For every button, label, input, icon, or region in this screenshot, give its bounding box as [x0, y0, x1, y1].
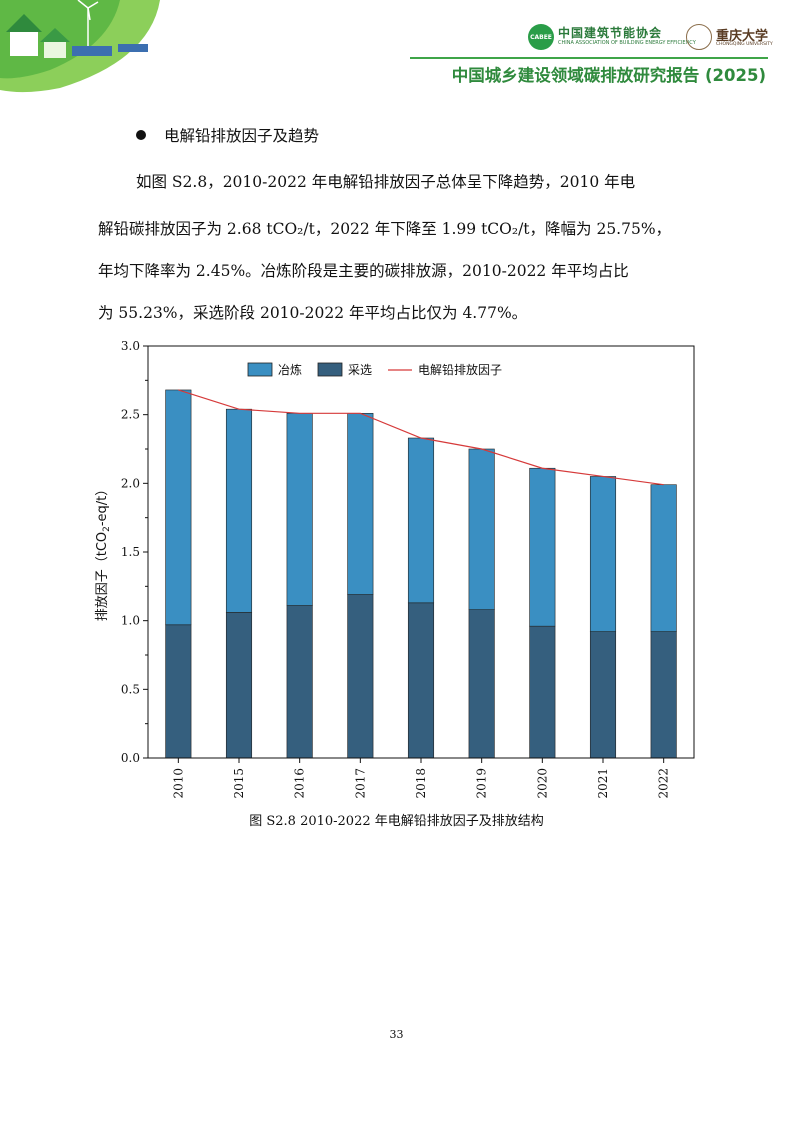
report-title: 中国城乡建设领域碳排放研究报告 (2025) — [451, 66, 766, 85]
y-tick-label: 3.0 — [121, 339, 140, 353]
bar-smelting-2017 — [347, 412, 374, 595]
chart-legend: 冶炼 采选 电解铅排放因子 — [247, 362, 502, 377]
section-heading: 电解铅排放因子及趋势 — [136, 124, 319, 146]
bar-smelting-2015 — [225, 408, 253, 613]
bar-smelting-2020 — [529, 467, 556, 627]
header-logos: CABEE 中国建筑节能协会 CHINA ASSOCIATION OF BUIL… — [528, 22, 773, 54]
plot-frame — [147, 345, 695, 759]
bar-smelting-2019 — [468, 448, 495, 610]
y-tick-label: 1.0 — [121, 614, 140, 628]
paragraph-line-4: 为 55.23%，采选阶段 2010-2022 年平均占比仅为 4.77%。 — [98, 304, 528, 322]
header-decoration — [0, 0, 160, 93]
legend-label-smelting: 冶炼 — [278, 362, 302, 377]
bar-mining-2015 — [225, 612, 253, 759]
bar-mining-2020 — [529, 625, 556, 759]
university-name-en: CHONGQING UNIVERSITY — [716, 42, 773, 47]
emission-factor-chart: 0.0 0.5 1.0 1.5 2.0 2.5 3.0 2010 2015 2016 2017 201… — [95, 339, 695, 799]
university-name: 重庆大学 — [716, 29, 769, 44]
paragraph-line-2: 解铅碳排放因子为 2.68 tCO₂/t，2022 年下降至 1.99 tCO₂… — [98, 220, 672, 238]
legend-swatch-mining — [317, 362, 343, 377]
x-tick-label-2018: 2018 — [414, 768, 428, 799]
bullet-icon — [136, 130, 146, 140]
header-divider — [410, 57, 768, 59]
figure-caption: 图 S2.8 2010-2022 年电解铅排放因子及排放结构 — [249, 814, 544, 829]
legend-label-mining: 采选 — [348, 363, 372, 377]
org-logo-icon: CABEE — [528, 24, 554, 50]
y-tick-label: 0.5 — [121, 682, 140, 696]
bar-smelting-2016 — [286, 412, 313, 606]
x-tick-label-2021: 2021 — [596, 768, 610, 799]
section-heading-text: 电解铅排放因子及趋势 — [164, 127, 320, 145]
x-tick-label-2019: 2019 — [475, 768, 489, 799]
y-tick-label: 0.0 — [121, 751, 140, 765]
x-tick-label-2020: 2020 — [535, 768, 549, 799]
bar-smelting-2010 — [165, 389, 192, 626]
bar-smelting-2021 — [589, 476, 617, 632]
bar-mining-2022 — [650, 631, 677, 759]
x-tick-label-2017: 2017 — [353, 768, 367, 799]
bar-mining-2021 — [589, 631, 617, 759]
bar-mining-2018 — [407, 602, 435, 759]
bar-mining-2010 — [165, 624, 192, 759]
university-seal-icon — [686, 24, 712, 50]
legend-label-factor: 电解铅排放因子 — [418, 362, 502, 377]
y-axis-label: 排放因子（tCO2-eq/t） — [95, 483, 112, 622]
org-name: 中国建筑节能协会 — [558, 26, 663, 40]
bar-mining-2019 — [468, 609, 495, 759]
org-name-en: CHINA ASSOCIATION OF BUILDING ENERGY EFF… — [558, 40, 696, 46]
bar-smelting-2022 — [650, 484, 677, 632]
x-tick-label-2022: 2022 — [657, 768, 671, 799]
paragraph-line-3: 年均下降率为 2.45%。冶炼阶段是主要的碳排放源，2010-2022 年平均占… — [98, 262, 629, 280]
y-tick-label: 2.0 — [121, 476, 140, 490]
x-tick-label-2016: 2016 — [293, 768, 307, 799]
legend-swatch-smelting — [247, 362, 273, 377]
bar-mining-2017 — [347, 594, 374, 759]
x-tick-label-2010: 2010 — [171, 768, 185, 799]
emission-factor-line — [178, 389, 664, 486]
bar-mining-2016 — [286, 605, 313, 759]
bar-smelting-2018 — [407, 437, 435, 604]
page-number: 33 — [389, 1028, 404, 1041]
paragraph-line-1: 如图 S2.8，2010-2022 年电解铅排放因子总体呈下降趋势，2010 年… — [136, 173, 636, 191]
y-tick-label: 1.5 — [121, 545, 140, 559]
x-tick-label-2015: 2015 — [232, 768, 246, 799]
y-tick-label: 2.5 — [121, 408, 140, 422]
